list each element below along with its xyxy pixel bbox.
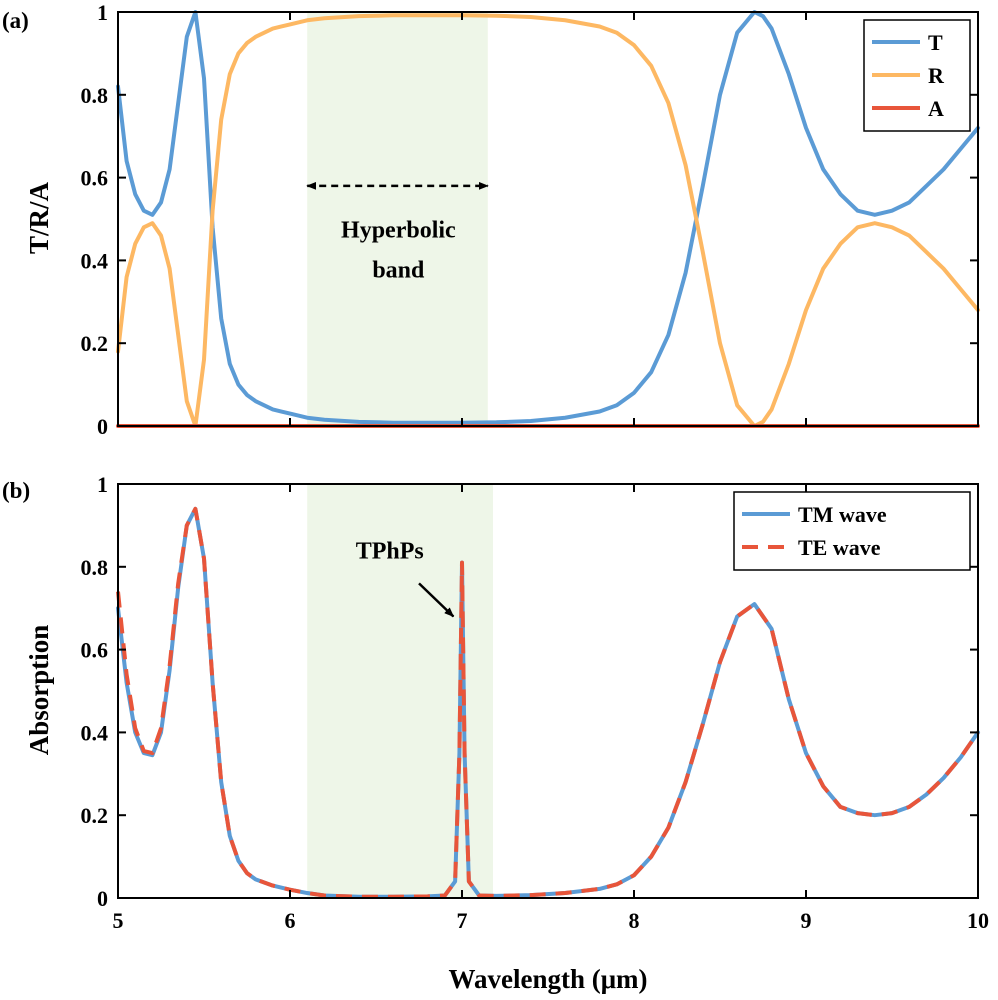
y-tick-label: 0.8 — [81, 83, 109, 108]
panel-b-frame — [117, 483, 979, 899]
x-tick-label: 7 — [457, 908, 468, 933]
x-tick-label: 5 — [113, 908, 124, 933]
y-tick-label: 1 — [97, 472, 108, 497]
y-tick-label: 0.4 — [81, 720, 109, 745]
series-line-te-wave — [116, 506, 980, 899]
pointer-arrow — [418, 582, 455, 618]
legend-label: A — [928, 96, 944, 121]
y-tick-label: 0.2 — [81, 331, 109, 356]
x-tick-label: 8 — [629, 908, 640, 933]
x-tick-label: 9 — [801, 908, 812, 933]
y-tick-label: 0.6 — [81, 166, 109, 191]
series-line-t — [116, 10, 980, 425]
y-tick-label: 0.6 — [81, 638, 109, 663]
series-line-r — [116, 13, 980, 428]
legend-label: T — [928, 30, 943, 55]
panel-a-tag: (a) — [2, 8, 29, 33]
legend-label: R — [928, 63, 945, 88]
legend-box — [733, 491, 971, 571]
hyperbolic-band-shading — [307, 12, 488, 426]
y-tick-label: 0.4 — [81, 248, 109, 273]
panel-b-tag: (b) — [2, 478, 30, 503]
panel-b-ticks: 5 6 7 8 9 10 0 0.2 0.4 0.6 0.8 1 — [81, 472, 990, 933]
legend-label: TE wave — [798, 535, 881, 560]
panel-a: (a) 00.20.40.60.81 T/R/A Hyperbolicband … — [2, 0, 980, 439]
panel-a-frame — [117, 11, 979, 427]
y-tick-label: 0.2 — [81, 803, 109, 828]
panel-a-legend: TRA — [863, 19, 971, 132]
panel-b-annotations: TPhPs — [356, 539, 455, 618]
annotation-text: band — [372, 258, 425, 284]
annotation-text: Hyperbolic — [341, 218, 456, 244]
y-tick-label: 0 — [97, 414, 108, 439]
panel-a-series — [116, 10, 980, 428]
panel-b: (b) 5 6 7 8 9 10 0 0.2 0.4 0.6 0.8 1 Absorption Wav… — [2, 472, 989, 994]
panel-b-series — [116, 506, 980, 899]
panel-a-ylabel: T/R/A — [24, 181, 54, 254]
y-tick-label: 0.8 — [81, 555, 109, 580]
panel-b-xlabel: Wavelength (μm) — [448, 964, 647, 994]
x-tick-label: 6 — [285, 908, 296, 933]
y-tick-label: 1 — [97, 0, 108, 25]
panel-a-ticks: 0 0.2 0.4 0.6 0.8 1 — [81, 0, 979, 439]
panel-b-ylabel: Absorption — [24, 625, 54, 756]
y-tick-label: 0 — [97, 886, 108, 911]
legend-label: TM wave — [798, 502, 887, 527]
x-tick-label: 10 — [967, 908, 989, 933]
panel-b-legend: TM wave TE wave — [733, 491, 971, 571]
annotation-text: TPhPs — [356, 539, 424, 565]
panel-a-annotations: Hyperbolic band — [306, 181, 489, 284]
